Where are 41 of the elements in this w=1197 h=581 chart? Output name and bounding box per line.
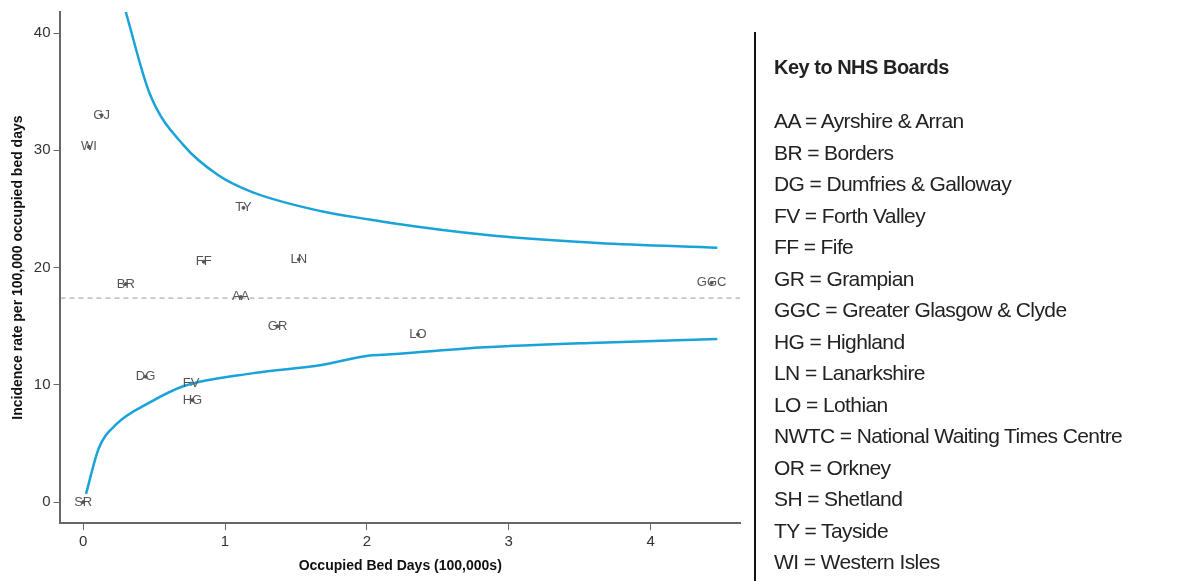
text: GR = Grampian xyxy=(774,265,915,292)
x-tick-label: 1 xyxy=(220,532,230,550)
x-tick-label: 4 xyxy=(646,532,655,550)
data-label: AA xyxy=(231,288,250,304)
text: HG = Highland xyxy=(774,328,906,355)
data-label: TY xyxy=(235,199,253,215)
data-label: HG xyxy=(182,391,203,407)
data-label: SR xyxy=(74,493,93,509)
data-label: FF xyxy=(195,253,212,269)
text: FF = Fife xyxy=(774,234,855,260)
line-series xyxy=(84,337,719,496)
text: SH = Shetland xyxy=(774,486,904,512)
text: AA = Ayrshire & Arran xyxy=(774,108,965,134)
text: TY = Tayside xyxy=(774,517,889,544)
data-label: LN xyxy=(290,250,308,266)
text: LN = Lanarkshire xyxy=(774,360,926,386)
text: NWTC = National Waiting Times Centre xyxy=(774,423,1124,449)
y-tick-label: 40 xyxy=(33,23,51,41)
y-tick-label: 10 xyxy=(33,374,51,392)
text: GGC = Greater Glasgow & Clyde xyxy=(774,297,1068,323)
data-label: GJ xyxy=(93,106,110,122)
y-tick-label: 30 xyxy=(33,140,51,158)
text: LO = Lothian xyxy=(774,391,889,418)
y-tick-label: 0 xyxy=(42,492,51,510)
text: OR = Orkney xyxy=(774,454,892,481)
x-tick-label: 0 xyxy=(79,532,88,550)
data-label: DG xyxy=(135,368,156,384)
text: FV = Forth Valley xyxy=(774,202,927,229)
x-axis-title: Occupied Bed Days (100,000s) xyxy=(298,557,502,574)
x-tick-label: 3 xyxy=(504,532,513,550)
data-label: GR xyxy=(267,317,288,333)
data-label: BR xyxy=(116,275,135,291)
line-series xyxy=(124,12,719,249)
x-tick-label: 2 xyxy=(362,532,372,550)
text: DG = Dumfries & Galloway xyxy=(774,171,1013,197)
y-tick-label: 20 xyxy=(33,257,51,275)
text: WI = Western Isles xyxy=(774,549,941,575)
text: Key to NHS Boards xyxy=(774,56,950,79)
y-axis-title: Incidence rate per 100,000 occupied bed days xyxy=(9,115,26,420)
text: BR = Borders xyxy=(774,139,895,166)
data-label: GGC xyxy=(696,274,727,290)
